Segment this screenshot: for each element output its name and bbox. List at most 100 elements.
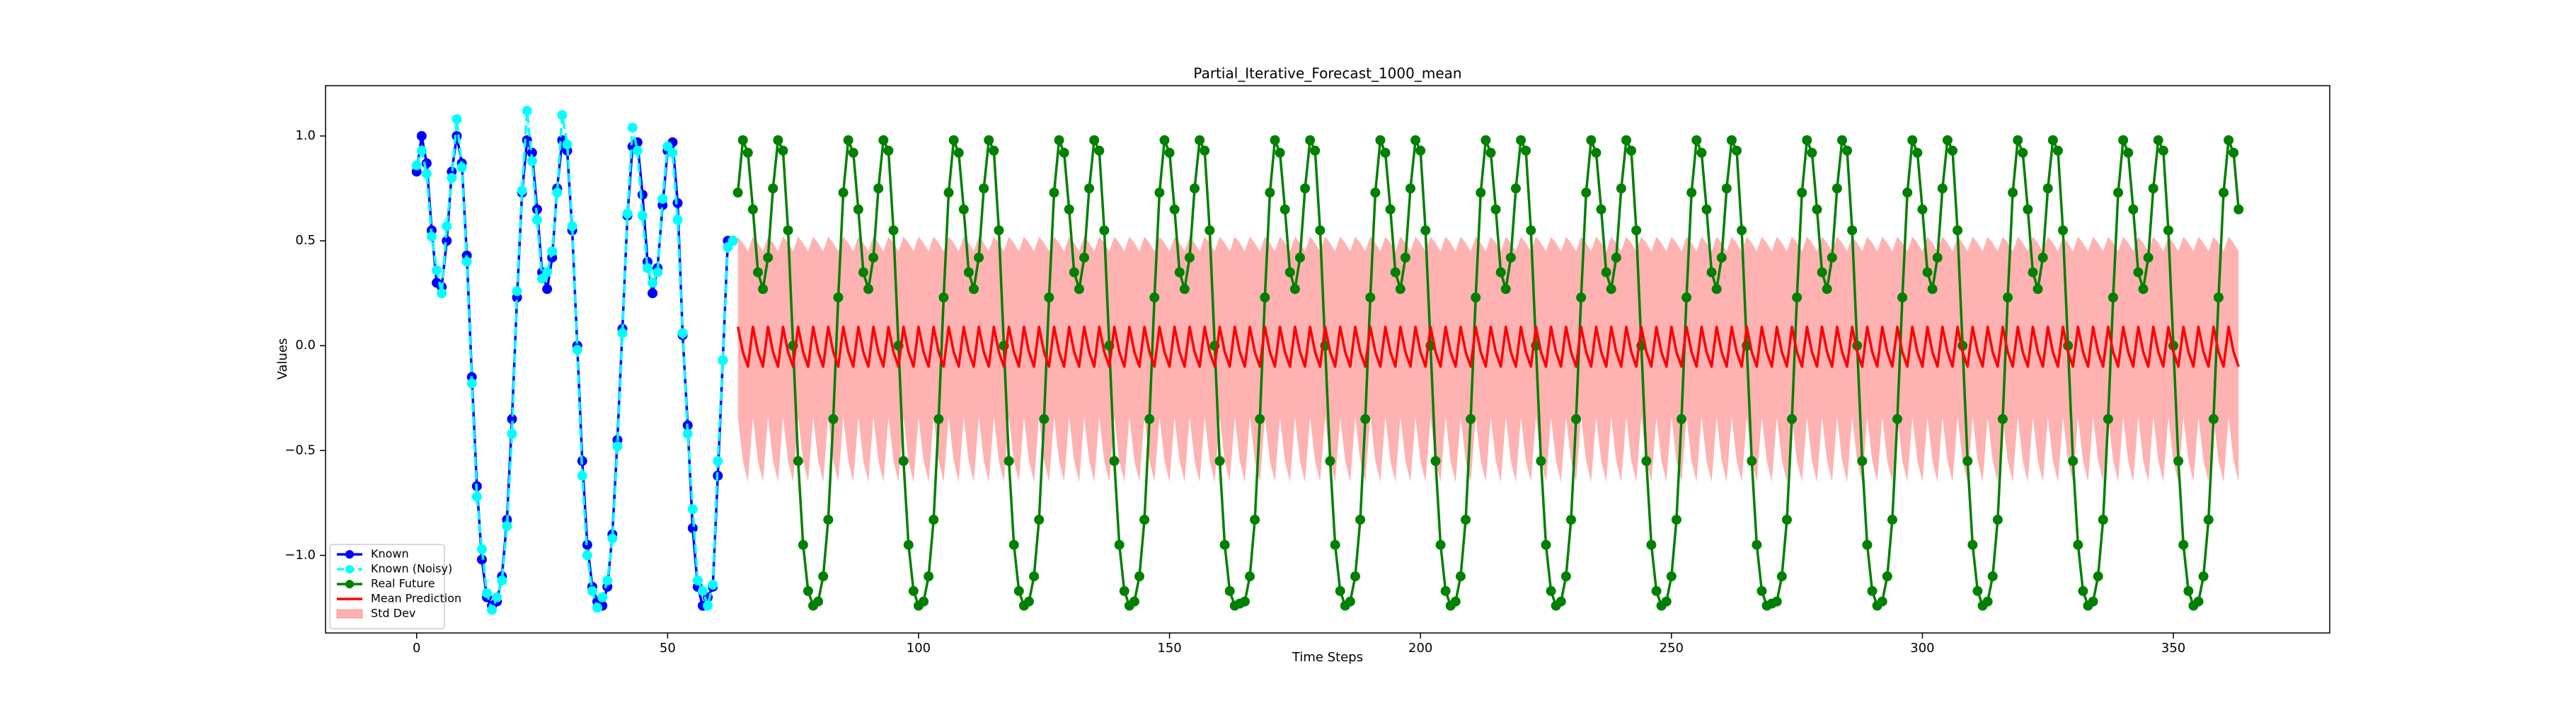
data-point	[1134, 571, 1145, 582]
legend-marker	[345, 565, 354, 573]
data-point	[1586, 135, 1597, 146]
data-point	[471, 491, 482, 502]
data-point	[1325, 456, 1335, 467]
data-point	[1701, 204, 1712, 215]
data-point	[1591, 147, 1602, 158]
data-point	[1013, 586, 1024, 596]
data-point	[798, 539, 808, 550]
data-point	[642, 263, 652, 273]
data-point	[1084, 183, 1095, 194]
data-point	[452, 114, 462, 125]
y-tick-label: 1.0	[295, 128, 316, 143]
data-point	[1190, 183, 1200, 194]
data-point	[1756, 586, 1767, 596]
data-point	[1284, 267, 1295, 278]
data-point	[1435, 539, 1446, 550]
data-point	[1726, 135, 1737, 146]
data-point	[427, 232, 437, 242]
legend-swatch	[336, 609, 363, 619]
data-point	[1300, 183, 1311, 194]
data-point	[1787, 413, 1798, 424]
data-point	[2013, 135, 2023, 146]
data-point	[542, 284, 553, 295]
data-point	[1556, 596, 1566, 607]
data-point	[1250, 515, 1260, 525]
data-point	[1832, 183, 1842, 194]
axes-frame	[325, 85, 2330, 634]
x-tick-label: 150	[1157, 641, 1181, 656]
legend-label: Std Dev	[371, 607, 415, 620]
data-point	[773, 135, 783, 146]
data-point	[1802, 135, 1812, 146]
data-point	[1857, 456, 1868, 467]
data-point	[1666, 571, 1677, 582]
data-point	[1626, 145, 1637, 156]
data-point	[411, 160, 422, 171]
data-point	[1360, 413, 1371, 424]
data-point	[1776, 571, 1787, 582]
data-point	[592, 603, 603, 613]
data-point	[1114, 539, 1125, 550]
data-point	[1029, 571, 1040, 582]
data-point	[1902, 188, 1913, 198]
data-point	[1536, 456, 1546, 467]
data-point	[838, 188, 849, 198]
data-point	[1892, 413, 1902, 424]
data-point	[1169, 204, 1180, 215]
data-point	[1069, 267, 1079, 278]
data-point	[1696, 147, 1707, 158]
data-point	[2103, 413, 2113, 424]
data-point	[1681, 292, 1692, 303]
data-point	[728, 236, 738, 246]
data-point	[803, 586, 813, 596]
data-point	[562, 139, 573, 149]
data-point	[1505, 252, 1516, 263]
data-point	[1385, 204, 1396, 215]
legend-label: Real Future	[371, 577, 435, 590]
data-point	[778, 145, 788, 156]
x-tick-label: 0	[413, 641, 420, 656]
data-point	[552, 188, 563, 198]
data-point	[648, 288, 658, 299]
data-point	[2233, 204, 2244, 215]
data-point	[2037, 252, 2048, 263]
data-point	[1154, 188, 1165, 198]
data-point	[2208, 413, 2219, 424]
x-tick-label: 200	[1408, 641, 1432, 656]
data-point	[1982, 596, 1993, 607]
data-point	[1179, 284, 1190, 295]
data-point	[1732, 145, 1742, 156]
data-point	[793, 456, 803, 467]
data-point	[1997, 413, 2008, 424]
data-point	[461, 256, 472, 267]
data-point	[517, 185, 527, 196]
data-point	[432, 265, 442, 275]
x-tick-label: 250	[1660, 641, 1684, 656]
data-point	[527, 147, 537, 158]
data-point	[531, 215, 542, 225]
data-point	[1596, 204, 1606, 215]
data-point	[617, 328, 628, 338]
data-point	[2163, 225, 2173, 236]
data-point	[1008, 539, 1019, 550]
x-axis-label: Time Steps	[1292, 650, 1363, 665]
data-point	[1305, 135, 1316, 146]
data-point	[2143, 252, 2154, 263]
data-point	[2018, 147, 2028, 158]
data-point	[979, 183, 989, 194]
data-point	[1094, 145, 1105, 156]
data-point	[1184, 252, 1195, 263]
data-point	[868, 252, 879, 263]
data-point	[1817, 267, 1827, 278]
data-point	[1064, 204, 1074, 215]
data-point	[974, 252, 984, 263]
data-point	[1345, 596, 1355, 607]
data-point	[2178, 539, 2189, 550]
data-point	[943, 188, 954, 198]
data-point	[1581, 188, 1592, 198]
data-point	[1565, 515, 1576, 525]
data-point	[718, 355, 728, 365]
data-point	[828, 413, 839, 424]
